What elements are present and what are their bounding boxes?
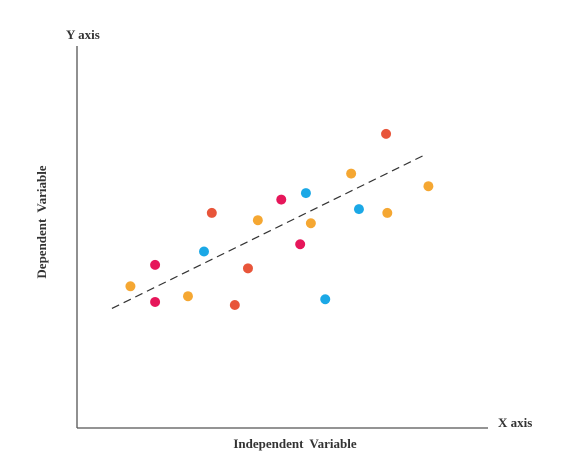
data-points <box>125 128 434 310</box>
data-point-13 <box>305 218 316 229</box>
axes <box>76 46 488 429</box>
data-point-6 <box>206 207 217 218</box>
trend-line <box>111 153 427 309</box>
data-point-2 <box>150 259 161 270</box>
y-axis-label: Dependent Variable <box>34 165 49 278</box>
data-point-12 <box>300 188 311 199</box>
data-point-4 <box>182 291 193 302</box>
data-point-8 <box>242 263 253 274</box>
data-point-15 <box>346 168 357 179</box>
data-point-19 <box>423 181 434 192</box>
data-point-16 <box>353 204 364 215</box>
data-point-1 <box>125 281 136 292</box>
y-axis-title: Y axis <box>66 27 100 42</box>
data-point-3 <box>150 296 161 307</box>
data-point-5 <box>198 246 209 257</box>
x-axis-label: Independent Variable <box>233 436 357 451</box>
data-point-17 <box>381 128 392 139</box>
data-point-18 <box>382 207 393 218</box>
data-point-7 <box>229 299 240 310</box>
data-point-11 <box>295 239 306 250</box>
x-axis-title: X axis <box>498 415 532 430</box>
data-point-14 <box>320 294 331 305</box>
data-point-9 <box>252 215 263 226</box>
data-point-10 <box>276 194 287 205</box>
